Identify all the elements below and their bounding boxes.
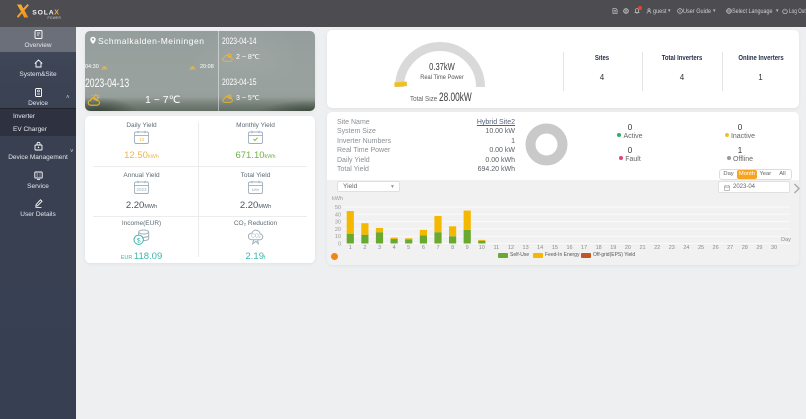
- svg-text:9: 9: [466, 245, 469, 251]
- svg-text:3: 3: [378, 245, 381, 251]
- svg-text:POWER: POWER: [48, 16, 62, 19]
- svg-text:50: 50: [335, 205, 341, 211]
- svg-text:20: 20: [335, 227, 341, 233]
- svg-text:kWh: kWh: [252, 188, 260, 192]
- svg-text:30: 30: [335, 220, 341, 226]
- svg-text:13: 13: [139, 137, 145, 142]
- svg-text:CO₂: CO₂: [251, 234, 261, 240]
- svg-text:25: 25: [698, 245, 704, 251]
- svg-text:20: 20: [625, 245, 631, 251]
- svg-text:7: 7: [436, 245, 439, 251]
- svg-text:2023: 2023: [136, 187, 147, 192]
- svg-text:19: 19: [610, 245, 616, 251]
- svg-text:13: 13: [523, 245, 529, 251]
- svg-text:40: 40: [335, 212, 341, 218]
- svg-text:kWh: kWh: [332, 196, 343, 202]
- svg-text:30: 30: [771, 245, 777, 251]
- svg-text:29: 29: [756, 245, 762, 251]
- svg-text:14: 14: [537, 245, 543, 251]
- svg-text:6: 6: [422, 245, 425, 251]
- svg-text:17: 17: [581, 245, 587, 251]
- svg-text:1: 1: [349, 245, 352, 251]
- svg-text:23: 23: [669, 245, 675, 251]
- svg-text:22: 22: [654, 245, 660, 251]
- svg-text:8: 8: [451, 245, 454, 251]
- svg-text:SOLA: SOLA: [32, 10, 54, 17]
- svg-text:15: 15: [552, 245, 558, 251]
- svg-text:28: 28: [742, 245, 748, 251]
- svg-text:27: 27: [727, 245, 733, 251]
- svg-text:Day: Day: [781, 237, 791, 243]
- svg-text:4: 4: [393, 245, 396, 251]
- svg-text:24: 24: [683, 245, 689, 251]
- svg-text:11: 11: [494, 245, 500, 251]
- svg-text:10: 10: [335, 234, 341, 240]
- svg-text:21: 21: [639, 245, 645, 251]
- svg-text:12: 12: [508, 245, 514, 251]
- svg-text:0: 0: [338, 242, 341, 248]
- svg-text:16: 16: [566, 245, 572, 251]
- svg-text:5: 5: [407, 245, 410, 251]
- svg-text:X: X: [54, 10, 59, 17]
- svg-text:18: 18: [596, 245, 602, 251]
- svg-text:$: $: [136, 238, 140, 245]
- svg-text:2: 2: [363, 245, 366, 251]
- svg-text:26: 26: [713, 245, 719, 251]
- svg-text:10: 10: [479, 245, 485, 251]
